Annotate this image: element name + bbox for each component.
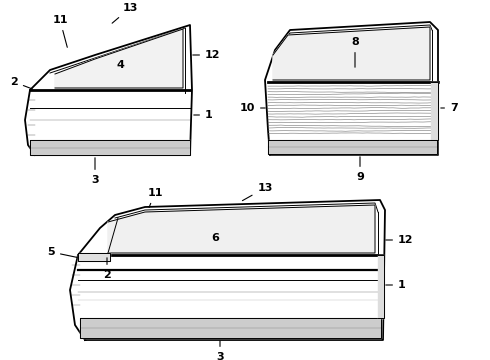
Polygon shape bbox=[268, 140, 437, 154]
Text: 8: 8 bbox=[351, 37, 359, 67]
Polygon shape bbox=[80, 318, 381, 338]
Text: 12: 12 bbox=[193, 50, 221, 60]
Text: 10: 10 bbox=[240, 103, 265, 113]
Text: 1: 1 bbox=[386, 280, 406, 290]
Polygon shape bbox=[55, 29, 183, 88]
Polygon shape bbox=[273, 27, 430, 80]
Polygon shape bbox=[70, 200, 385, 340]
Text: 11: 11 bbox=[147, 188, 163, 207]
Text: 2: 2 bbox=[10, 77, 32, 89]
Text: 7: 7 bbox=[441, 103, 458, 113]
Polygon shape bbox=[265, 22, 438, 155]
Polygon shape bbox=[30, 140, 190, 155]
Text: 3: 3 bbox=[216, 341, 224, 360]
Text: 13: 13 bbox=[243, 183, 273, 201]
Polygon shape bbox=[378, 255, 384, 318]
Text: 9: 9 bbox=[356, 157, 364, 182]
Text: 5: 5 bbox=[48, 247, 77, 257]
Text: 2: 2 bbox=[103, 258, 111, 280]
Polygon shape bbox=[431, 82, 438, 140]
Text: 3: 3 bbox=[91, 158, 99, 185]
Text: 12: 12 bbox=[386, 235, 414, 245]
Text: 6: 6 bbox=[211, 233, 219, 243]
Polygon shape bbox=[78, 253, 110, 261]
Polygon shape bbox=[108, 205, 375, 253]
Text: 1: 1 bbox=[194, 110, 213, 120]
Text: 13: 13 bbox=[112, 3, 138, 23]
Polygon shape bbox=[25, 25, 192, 155]
Text: 4: 4 bbox=[116, 60, 124, 70]
Text: 11: 11 bbox=[52, 15, 68, 47]
